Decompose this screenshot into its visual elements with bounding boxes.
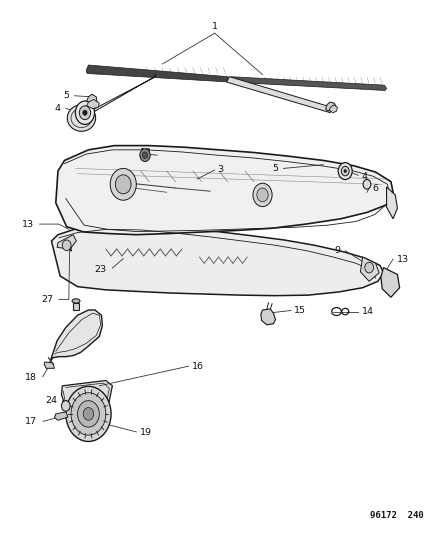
Polygon shape xyxy=(92,75,156,114)
Polygon shape xyxy=(360,257,379,281)
Text: 13: 13 xyxy=(396,255,409,264)
Text: 16: 16 xyxy=(192,362,204,370)
Text: 1: 1 xyxy=(212,21,218,30)
Text: 17: 17 xyxy=(25,417,37,426)
Polygon shape xyxy=(73,303,79,310)
Text: 5: 5 xyxy=(63,91,69,100)
Text: 27: 27 xyxy=(42,295,53,304)
Circle shape xyxy=(365,262,374,273)
Text: 5: 5 xyxy=(272,164,278,173)
Circle shape xyxy=(83,408,94,420)
Ellipse shape xyxy=(72,299,80,303)
Polygon shape xyxy=(325,102,336,112)
Polygon shape xyxy=(226,77,332,113)
Text: 6: 6 xyxy=(373,183,378,192)
Circle shape xyxy=(257,188,268,202)
Text: 24: 24 xyxy=(45,396,57,405)
Polygon shape xyxy=(54,412,68,420)
Circle shape xyxy=(61,401,70,411)
Circle shape xyxy=(71,393,106,435)
Text: 13: 13 xyxy=(21,220,34,229)
Ellipse shape xyxy=(67,105,95,131)
Polygon shape xyxy=(86,65,230,82)
Circle shape xyxy=(253,183,272,207)
Circle shape xyxy=(83,110,87,115)
Polygon shape xyxy=(87,100,99,109)
Circle shape xyxy=(75,101,95,124)
Circle shape xyxy=(142,152,148,158)
Circle shape xyxy=(341,166,349,176)
Polygon shape xyxy=(56,146,393,235)
Circle shape xyxy=(78,401,99,427)
Text: 23: 23 xyxy=(95,265,107,273)
Text: 9: 9 xyxy=(334,246,340,255)
Circle shape xyxy=(338,163,352,180)
Text: 4: 4 xyxy=(55,104,60,113)
Text: 15: 15 xyxy=(294,306,306,315)
Text: 14: 14 xyxy=(362,307,374,316)
Circle shape xyxy=(116,175,131,194)
Circle shape xyxy=(344,169,346,173)
Polygon shape xyxy=(44,362,54,368)
Polygon shape xyxy=(86,94,97,108)
Circle shape xyxy=(79,106,91,119)
Polygon shape xyxy=(329,105,337,113)
Polygon shape xyxy=(61,381,113,411)
Circle shape xyxy=(110,168,136,200)
Polygon shape xyxy=(50,310,102,362)
Polygon shape xyxy=(51,225,384,296)
Polygon shape xyxy=(57,235,76,249)
Polygon shape xyxy=(261,309,276,325)
Text: 4: 4 xyxy=(362,172,368,181)
Text: 12: 12 xyxy=(140,148,152,157)
Text: 3: 3 xyxy=(217,166,223,174)
Polygon shape xyxy=(228,77,387,91)
Circle shape xyxy=(62,240,71,251)
Polygon shape xyxy=(381,268,399,297)
Text: 18: 18 xyxy=(25,373,37,382)
Circle shape xyxy=(66,386,111,441)
Circle shape xyxy=(140,149,150,161)
Text: 96172  240: 96172 240 xyxy=(370,511,424,520)
Text: 19: 19 xyxy=(140,429,152,438)
Circle shape xyxy=(363,180,371,189)
Polygon shape xyxy=(387,187,397,219)
